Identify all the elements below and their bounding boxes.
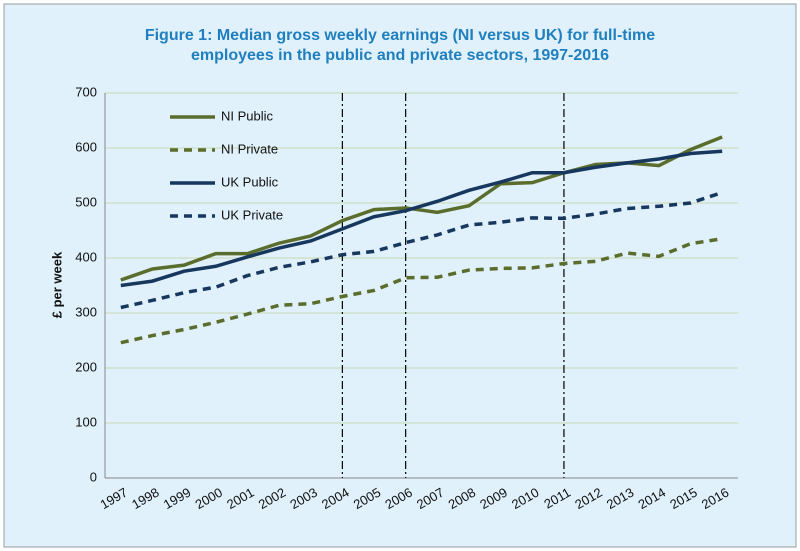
y-axis-label: £ per week bbox=[49, 251, 64, 318]
y-tick-label: 600 bbox=[75, 139, 97, 154]
y-tick-label: 400 bbox=[75, 249, 97, 264]
y-tick-label: 0 bbox=[90, 469, 97, 484]
legend-label: NI Public bbox=[221, 108, 274, 123]
chart-title: Figure 1: Median gross weekly earnings (… bbox=[145, 27, 655, 44]
chart-title: employees in the public and private sect… bbox=[191, 47, 609, 64]
y-tick-label: 100 bbox=[75, 414, 97, 429]
y-tick-label: 700 bbox=[75, 84, 97, 99]
legend-label: NI Private bbox=[221, 141, 278, 156]
legend-label: UK Private bbox=[221, 207, 283, 222]
chart-background bbox=[3, 3, 797, 548]
legend-label: UK Public bbox=[221, 174, 279, 189]
series-line bbox=[120, 149, 723, 288]
y-tick-label: 200 bbox=[75, 359, 97, 374]
y-tick-label: 500 bbox=[75, 194, 97, 209]
series-line bbox=[120, 237, 723, 345]
y-tick-label: 300 bbox=[75, 304, 97, 319]
series-line bbox=[120, 190, 723, 310]
